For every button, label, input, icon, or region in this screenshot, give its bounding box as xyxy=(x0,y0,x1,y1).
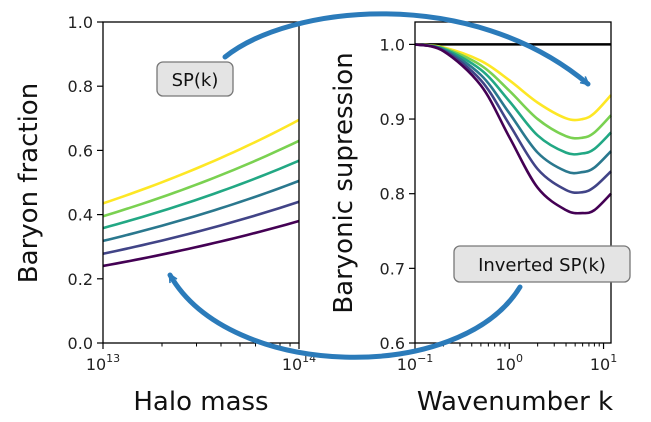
sp-callout: SP(k) xyxy=(156,61,234,97)
right-y-tick-label: 0.7 xyxy=(380,259,405,278)
left-plot-frame xyxy=(102,21,300,344)
left-x-tick-base: 10 xyxy=(86,355,106,374)
left-series-line-3 xyxy=(102,159,300,230)
right-x-tick-base: 10 xyxy=(397,355,417,374)
right-y-tick-label: 1.0 xyxy=(380,35,405,54)
right-y-axis: 0.6 0.7 0.8 0.9 1.0 xyxy=(380,35,415,353)
forward-arrow xyxy=(222,11,591,87)
left-y-tick-label: 1.0 xyxy=(68,13,93,32)
baryonic-suppression-series xyxy=(414,43,612,215)
right-series-line-1 xyxy=(414,43,612,122)
right-series-line-3 xyxy=(414,43,612,156)
inverse-arrow xyxy=(167,272,523,360)
right-x-tick-label: 101 xyxy=(590,352,617,374)
inverted-sp-callout: Inverted SP(k) xyxy=(453,245,631,283)
left-series-line-1 xyxy=(102,118,300,205)
baryonic-suppression-panel: 0.60.70.80.91.0 10−1 100 101 Baryonic supr… xyxy=(329,21,617,417)
left-y-tick-label: 0.6 xyxy=(68,141,93,160)
right-x-tick-exponent: 0 xyxy=(516,352,523,365)
right-x-tick-base: 10 xyxy=(496,355,516,374)
inverted-sp-callout-label: Inverted SP(k) xyxy=(478,255,606,276)
right-x-tick-label: 10−1 xyxy=(397,352,434,374)
sp-callout-label: SP(k) xyxy=(172,70,219,91)
inverted-sp-callout-box xyxy=(453,245,631,283)
left-y-axis: 0.0 0.2 0.4 0.6 0.8 1.0 xyxy=(68,13,103,353)
left-series-line-2 xyxy=(102,139,300,218)
right-y-tick-label: 0.8 xyxy=(380,185,405,204)
left-x-axis-label: Halo mass xyxy=(133,387,268,417)
right-plot-frame xyxy=(414,21,612,344)
right-y-axis-label: Baryonic supression xyxy=(329,52,359,313)
left-y-tick-label: 0.4 xyxy=(68,206,93,225)
left-x-tick-label: 1013 xyxy=(86,352,120,374)
right-series-line-2 xyxy=(414,43,612,140)
left-x-tick-base: 10 xyxy=(282,355,302,374)
right-x-axis: 10−1 100 101 xyxy=(397,343,617,374)
right-x-tick-exponent: 1 xyxy=(610,352,617,365)
left-y-tick-label: 0.8 xyxy=(68,77,93,96)
baryon-fraction-panel: 0.00.20.40.60.81.0 1013 1014 Baryon fract… xyxy=(14,13,316,417)
baryon-fraction-series xyxy=(102,118,300,268)
right-y-tick-label: 0.6 xyxy=(380,334,405,353)
right-x-tick-base: 10 xyxy=(590,355,610,374)
left-series-line-4 xyxy=(102,179,300,243)
right-x-tick-label: 100 xyxy=(496,352,523,374)
left-series-line-6 xyxy=(102,219,300,268)
sp-callout-box xyxy=(156,61,234,97)
right-series-line-6 xyxy=(414,43,612,215)
left-y-tick-label: 0.0 xyxy=(68,334,93,353)
left-y-axis-label: Baryon fraction xyxy=(14,83,44,283)
right-x-tick-exponent: −1 xyxy=(417,352,433,365)
left-series-line-5 xyxy=(102,200,300,256)
right-x-axis-label: Wavenumber k xyxy=(417,387,613,417)
left-y-tick-label: 0.2 xyxy=(68,270,93,289)
left-x-tick-exponent: 13 xyxy=(106,352,120,365)
right-y-tick-label: 0.9 xyxy=(380,110,405,129)
